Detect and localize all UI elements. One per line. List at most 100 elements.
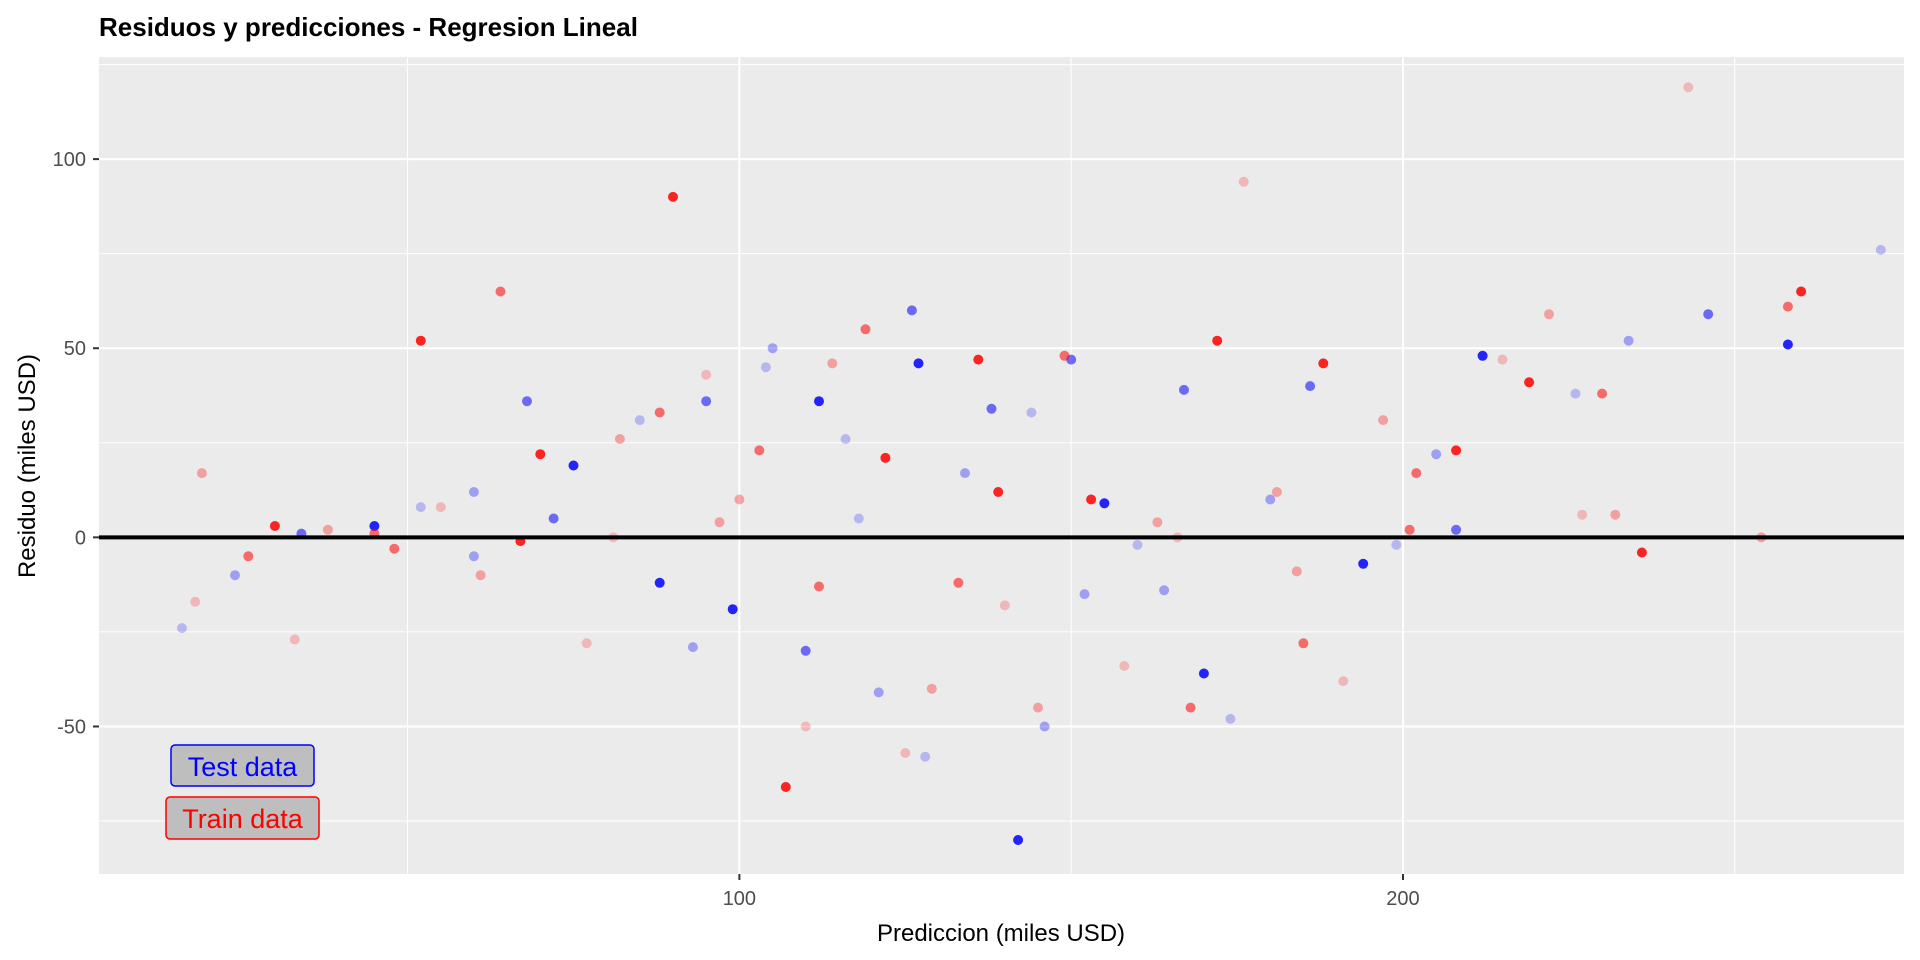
train-point	[1212, 335, 1223, 346]
train-point	[435, 502, 446, 513]
test-point	[369, 521, 380, 531]
test-point	[1391, 539, 1402, 550]
train-point	[754, 445, 765, 456]
y-tick-labels: -50 0 50 100	[53, 149, 99, 738]
train-point	[1318, 358, 1329, 369]
test-point	[1451, 524, 1462, 535]
train-point	[1577, 509, 1588, 520]
test-point	[1305, 381, 1316, 392]
train-point	[1544, 309, 1554, 320]
train-point	[1597, 388, 1608, 399]
train-point	[1782, 301, 1793, 312]
test-point	[230, 570, 240, 581]
train-point	[1291, 566, 1302, 577]
x-axis-label: Prediccion (miles USD)	[877, 920, 1125, 947]
train-point	[1796, 286, 1807, 297]
train-point	[993, 487, 1004, 497]
test-point	[687, 642, 698, 653]
chart-title: Residuos y predicciones - Regresion Line…	[99, 12, 638, 42]
train-point	[714, 517, 725, 528]
train-point	[860, 324, 871, 335]
test-point	[1026, 407, 1037, 418]
train-point	[1451, 445, 1462, 456]
train-point	[1404, 524, 1415, 535]
plot-panel	[99, 57, 1904, 874]
test-point	[760, 362, 771, 373]
train-point	[973, 354, 984, 365]
train-point	[289, 634, 300, 645]
test-point	[1198, 668, 1209, 679]
test-point	[1703, 309, 1714, 320]
train-point	[1185, 702, 1196, 713]
test-point	[1159, 585, 1170, 596]
train-point	[475, 570, 486, 581]
test-point	[853, 513, 864, 524]
test-point	[986, 403, 997, 414]
test-point	[634, 415, 645, 426]
train-point	[900, 748, 911, 758]
legend-train-label: Train data	[182, 804, 304, 834]
test-point	[468, 487, 479, 497]
test-point	[913, 358, 924, 369]
test-point	[548, 513, 559, 524]
test-point	[568, 460, 579, 471]
train-point	[999, 600, 1010, 611]
train-point	[581, 638, 592, 649]
test-point	[1431, 449, 1442, 460]
legend-train-data: Train data	[165, 796, 320, 840]
test-point	[960, 468, 970, 479]
x-tick-label: 100	[723, 888, 756, 910]
test-point	[415, 502, 426, 513]
x-tick-labels: 100 200	[723, 874, 1420, 910]
y-tick-label: 50	[64, 338, 86, 360]
train-point	[389, 543, 400, 554]
test-point	[468, 551, 479, 562]
test-point	[767, 343, 778, 354]
test-point	[727, 604, 738, 615]
train-point	[535, 449, 546, 460]
test-point	[920, 751, 931, 762]
train-point	[1152, 517, 1163, 528]
train-point	[734, 494, 745, 505]
train-point	[1636, 547, 1647, 558]
test-point	[1225, 713, 1236, 724]
test-point	[1013, 835, 1024, 845]
train-point	[614, 434, 625, 444]
train-point	[190, 596, 201, 607]
train-point	[243, 551, 254, 562]
test-point	[1477, 350, 1488, 361]
train-point	[1119, 661, 1130, 671]
test-point	[814, 396, 824, 407]
train-point	[1411, 468, 1422, 479]
minor-grid	[99, 57, 1904, 874]
train-point	[1059, 350, 1070, 361]
test-point	[1875, 244, 1886, 255]
test-point	[1623, 335, 1634, 346]
test-point	[1265, 494, 1276, 505]
test-point	[1570, 388, 1581, 399]
test-point	[1039, 721, 1050, 732]
test-point	[840, 434, 851, 444]
test-point	[873, 687, 884, 698]
train-point	[1238, 176, 1249, 187]
train-point	[1683, 82, 1694, 93]
train-point	[880, 452, 891, 463]
test-point	[1099, 498, 1110, 509]
train-point	[668, 191, 678, 202]
train-point	[827, 358, 838, 369]
train-point	[415, 335, 426, 346]
test-point	[1782, 339, 1793, 350]
test-point	[1358, 558, 1369, 569]
y-tick-label: 0	[75, 527, 86, 549]
train-point	[1298, 638, 1309, 649]
test-point	[906, 305, 917, 316]
train-point	[780, 782, 791, 792]
test-point	[1132, 539, 1143, 550]
train-point	[1086, 494, 1097, 505]
train-point	[953, 577, 964, 588]
train-point	[701, 369, 712, 380]
test-point	[1179, 384, 1189, 395]
train-point	[1338, 676, 1349, 687]
train-point	[800, 721, 811, 732]
